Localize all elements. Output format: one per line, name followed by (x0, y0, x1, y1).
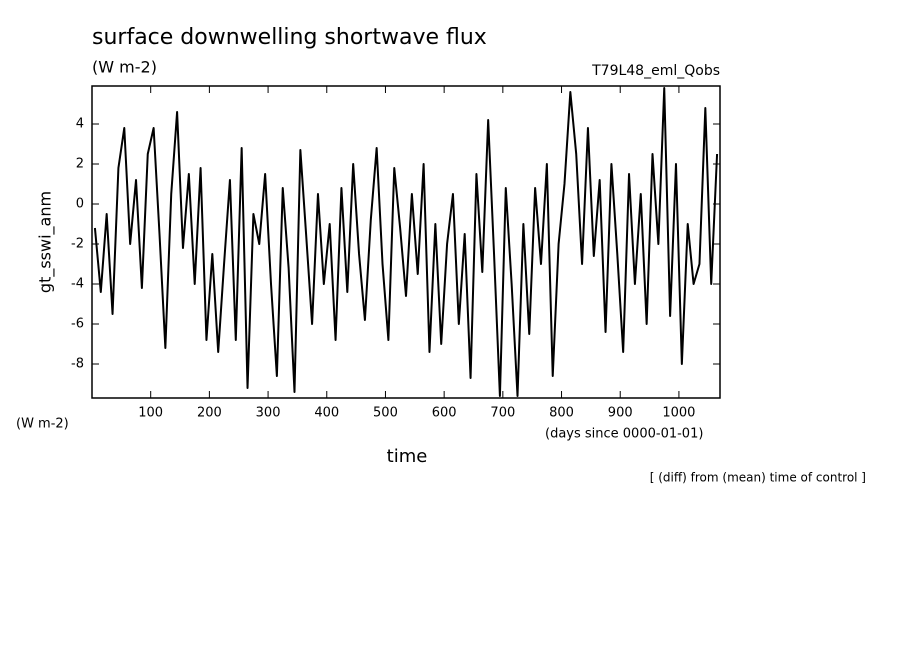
y-tick-label: 4 (76, 117, 84, 132)
x-tick-label: 500 (373, 406, 398, 421)
y-tick-label: 0 (76, 197, 84, 212)
x-tick-label: 1000 (662, 406, 695, 421)
y-tick-label: -4 (71, 277, 84, 292)
x-tick-label: 700 (490, 406, 515, 421)
y-units: (W m-2) (16, 417, 69, 432)
x-tick-label: 600 (432, 406, 457, 421)
y-tick-label: -6 (71, 317, 84, 332)
data-line (93, 87, 719, 397)
run-label: T79L48_eml_Qobs (591, 63, 720, 79)
y-tick-label: -8 (71, 357, 84, 372)
x-tick-label: 200 (197, 406, 222, 421)
x-tick-label: 300 (256, 406, 281, 421)
chart-title: surface downwelling shortwave flux (92, 25, 487, 50)
plot-frame (91, 85, 721, 399)
y-tick-label: -2 (71, 237, 84, 252)
x-axis-label: time (387, 446, 428, 467)
units: (W m-2) (92, 58, 157, 77)
note: [ (diff) from (mean) time of control ] (650, 471, 866, 485)
y-axis-label: gt_sswi_anm (36, 191, 56, 293)
x-tick-label: 100 (138, 406, 163, 421)
x-tick-label: 900 (608, 406, 633, 421)
x-units: (days since 0000-01-01) (545, 427, 703, 442)
y-tick-label: 2 (76, 157, 84, 172)
x-tick-label: 400 (314, 406, 339, 421)
x-tick-label: 800 (549, 406, 574, 421)
